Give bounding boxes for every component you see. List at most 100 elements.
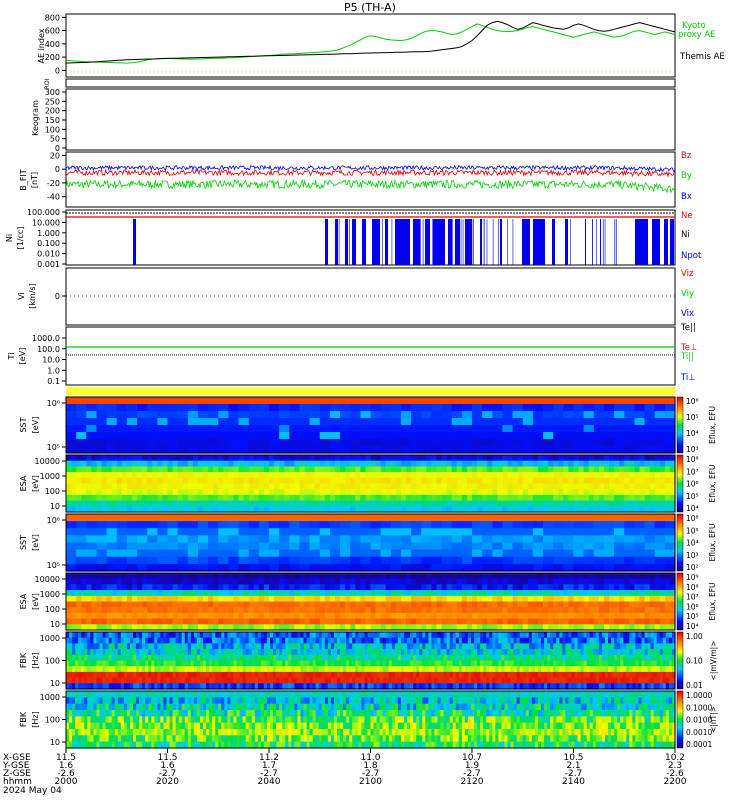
legend-themis: Themis AE <box>679 52 725 62</box>
fbk-e-cell <box>154 654 158 662</box>
sst-e-cell <box>431 549 443 558</box>
esa-e-cell <box>436 624 443 631</box>
esa-ion-cell <box>477 489 483 496</box>
fbk-e-cell <box>671 643 676 650</box>
esa-ion-cell <box>299 460 306 467</box>
esa-ion-cell <box>340 494 346 502</box>
fbk-e-cell <box>303 660 308 667</box>
esa-ion-cell <box>319 489 326 496</box>
legend-vix: Vix <box>681 309 694 319</box>
sst-ion-cell <box>522 404 534 412</box>
esa-ion-cell <box>426 477 432 485</box>
esa-e-cell <box>228 624 235 631</box>
sst-ion-cell <box>238 425 250 433</box>
sst-ion-cell <box>238 439 250 447</box>
sst-e-cell <box>553 549 564 558</box>
esa-e-cell <box>223 584 229 591</box>
fbk-e-cell <box>589 660 594 667</box>
fbk-e-cell <box>245 660 250 667</box>
esa-ion-cell <box>96 489 103 496</box>
esa-e-cell <box>370 612 377 620</box>
esa-ion-cell <box>350 472 356 479</box>
fbk-e-cell <box>431 637 436 644</box>
esa-ion-cell <box>111 489 118 496</box>
fbk-e-cell <box>224 649 228 656</box>
esa-ion-cell <box>269 477 275 485</box>
esa-ion-cell <box>319 460 326 467</box>
esa-e-cell <box>131 578 138 585</box>
sst-e-cell <box>289 514 301 522</box>
esa-e-cell <box>568 590 575 597</box>
fbk-e-cell <box>489 637 493 644</box>
fbk-e-cell <box>218 666 222 673</box>
fbk-e-cell <box>541 649 545 656</box>
esa-e-cell <box>461 590 468 597</box>
sst-ion-cell <box>583 397 595 405</box>
esa-ion-cell <box>340 455 346 462</box>
sst-ion-cell <box>279 411 290 419</box>
esa-ion-cell <box>502 500 509 507</box>
sst-e-cell <box>86 535 98 544</box>
fbk-e-cell <box>404 637 408 644</box>
esa-ion-cell <box>360 500 367 507</box>
esa-e-cell <box>152 607 158 614</box>
esa-ion-cell <box>583 506 590 513</box>
esa-ion-cell <box>583 494 590 502</box>
sst-e-cell <box>370 549 382 558</box>
fbk-e-cell <box>236 660 241 667</box>
esa-ion-cell <box>568 455 575 462</box>
esa-ion-cell <box>208 472 214 479</box>
esa-e-cell <box>365 584 372 591</box>
esa-ion-cell <box>243 477 250 485</box>
esa-ion-cell <box>639 455 646 462</box>
fbk-e-cell <box>81 632 85 639</box>
esa-ion-cell <box>563 506 570 513</box>
fbk-e-cell <box>483 649 487 656</box>
sst-e-cell <box>177 549 189 558</box>
esa-e-cell <box>284 590 290 597</box>
esa-ion-cell <box>634 500 641 507</box>
fbk-e-cell <box>75 643 79 650</box>
esa-e-cell <box>355 595 361 603</box>
esa-e-cell <box>274 601 280 608</box>
fbk-e-cell <box>638 660 643 667</box>
esa-e-cell <box>563 601 570 608</box>
sst-e-cell <box>603 549 615 558</box>
fbk-e-cell <box>571 660 576 667</box>
fbk-e-cell <box>294 632 299 639</box>
fbk-e-cell <box>422 654 426 662</box>
esa-e-cell <box>664 573 671 580</box>
esa-ion-cell <box>654 506 661 513</box>
esa-ion-cell <box>517 489 524 496</box>
fbk-e-cell <box>343 649 347 656</box>
sst-ion-cell <box>380 446 392 454</box>
sst-ion-cell <box>380 411 392 419</box>
esa-e-cell <box>360 612 367 620</box>
esa-e-cell <box>588 618 595 625</box>
sst-e-cell <box>167 521 179 529</box>
esa-ion-cell <box>137 477 143 485</box>
esa-e-cell <box>71 584 77 591</box>
esa-ion-cell <box>81 494 87 502</box>
esa-ion-cell <box>375 477 382 485</box>
fbk-e-cell <box>221 666 225 673</box>
esa-e-cell <box>243 595 250 603</box>
sst-e-cell <box>126 563 138 572</box>
fbk-e-cell <box>114 660 119 667</box>
fbk-e-cell <box>440 649 445 656</box>
npot-bar-6 <box>372 219 380 265</box>
fbk-e-cell <box>270 654 274 662</box>
fbk-e-cell <box>361 666 366 673</box>
esa-ion-cell <box>126 506 133 513</box>
sst-ion-cell <box>147 432 158 440</box>
esa-e-cell <box>121 590 128 597</box>
esa-e-cell <box>507 601 514 608</box>
fbk-e-cell <box>604 632 609 639</box>
esa-e-cell <box>365 618 372 625</box>
esa-e-cell <box>456 612 463 620</box>
esa-ion-cell <box>619 472 625 479</box>
sst-e-cell <box>340 563 351 572</box>
sst-e-cell <box>634 563 646 572</box>
